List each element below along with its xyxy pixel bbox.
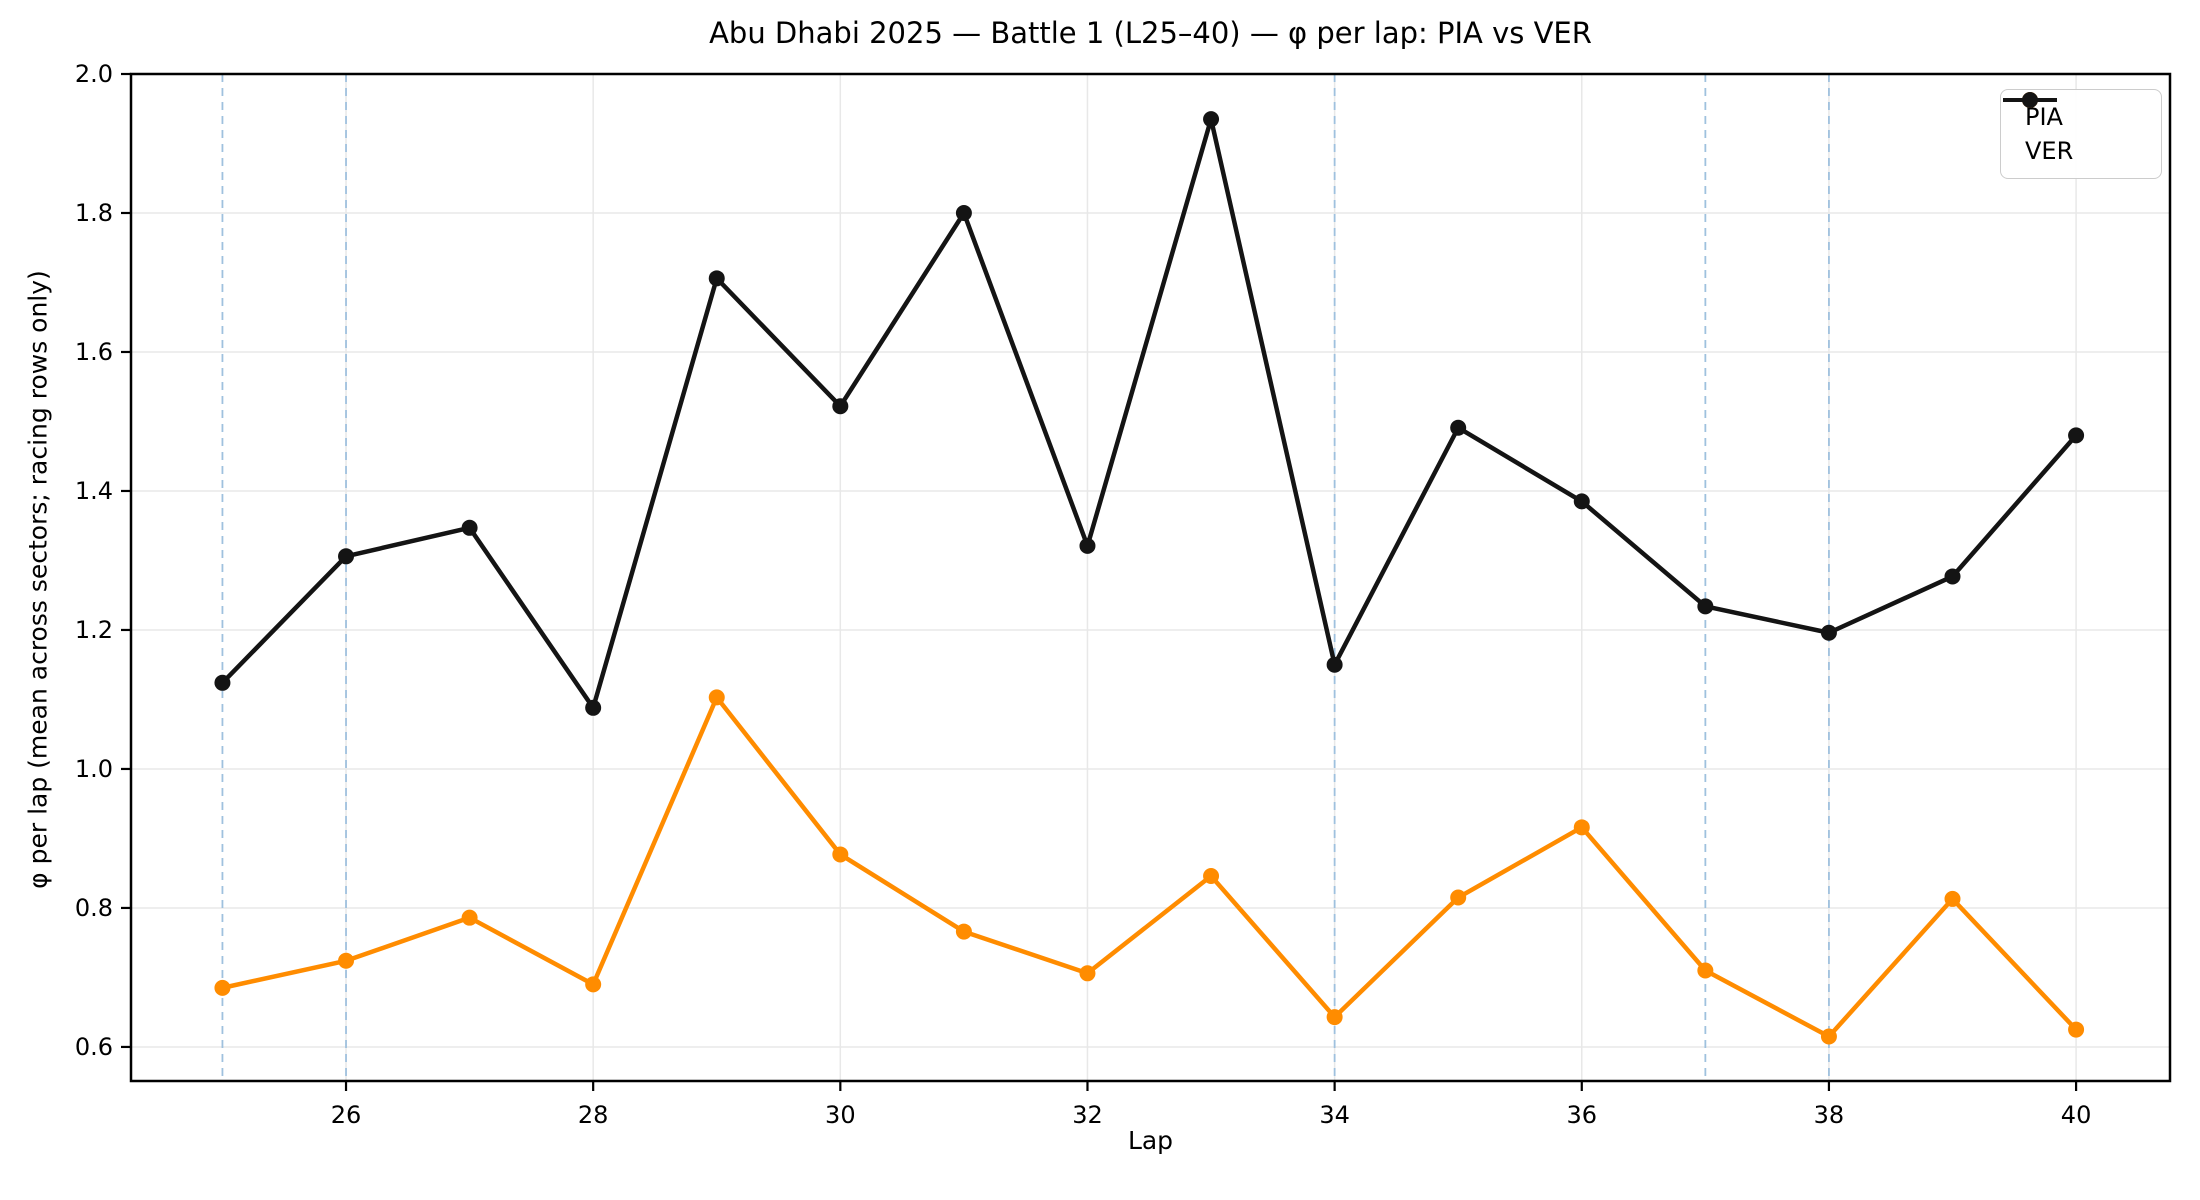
data-point-pia — [955, 923, 972, 940]
data-point-ver — [461, 519, 478, 536]
data-point-pia — [1450, 889, 1467, 906]
data-point-pia — [1697, 962, 1714, 979]
data-point-ver — [1573, 493, 1590, 510]
data-point-ver — [585, 699, 602, 716]
data-point-pia — [708, 689, 725, 706]
x-axis-label: Lap — [1127, 1126, 1174, 1155]
data-point-ver — [832, 398, 849, 415]
y-tick-label: 2.0 — [75, 60, 113, 88]
legend-label-ver: VER — [2025, 137, 2074, 165]
x-tick-label: 40 — [2061, 1101, 2092, 1129]
x-tick-label: 28 — [578, 1101, 609, 1129]
x-tick-label: 36 — [1567, 1101, 1598, 1129]
data-point-pia — [214, 979, 231, 996]
x-tick-label: 38 — [1814, 1101, 1845, 1129]
y-tick-label: 1.6 — [75, 338, 113, 366]
data-point-ver — [1203, 111, 1220, 128]
data-point-ver — [955, 204, 972, 221]
data-point-pia — [1079, 965, 1096, 982]
chart-title: Abu Dhabi 2025 — Battle 1 (L25–40) — φ p… — [709, 16, 1592, 50]
data-point-pia — [1326, 1009, 1343, 1026]
legend: PIA VER — [2000, 89, 2162, 179]
data-point-ver — [708, 270, 725, 287]
data-point-ver — [214, 674, 231, 691]
y-tick-label: 1.2 — [75, 616, 113, 644]
y-tick-label: 1.4 — [75, 477, 113, 505]
data-point-ver — [1326, 656, 1343, 673]
data-point-pia — [1944, 890, 1961, 907]
data-point-ver — [1697, 598, 1714, 615]
data-point-pia — [832, 846, 849, 863]
axes-spines — [129, 72, 2172, 1083]
x-tick-label: 26 — [331, 1101, 362, 1129]
data-point-pia — [1820, 1028, 1837, 1045]
data-point-pia — [2068, 1021, 2085, 1038]
x-tick-label: 30 — [825, 1101, 856, 1129]
ver-line-marker-icon — [2003, 92, 2057, 108]
data-point-ver — [1944, 568, 1961, 585]
y-tick-label: 0.8 — [75, 894, 113, 922]
data-point-ver — [338, 548, 355, 565]
data-point-ver — [2068, 427, 2085, 444]
data-point-ver — [1820, 624, 1837, 641]
x-tick-label: 34 — [1319, 1101, 1350, 1129]
series-line-ver — [220, 116, 2079, 711]
data-point-pia — [1203, 867, 1220, 884]
data-point-pia — [338, 952, 355, 969]
data-point-pia — [1573, 819, 1590, 836]
legend-item-ver: VER — [2003, 92, 2149, 168]
y-tick-label: 0.6 — [75, 1033, 113, 1061]
y-tick-label: 1.8 — [75, 199, 113, 227]
data-point-ver — [1450, 419, 1467, 436]
data-point-pia — [461, 909, 478, 926]
data-point-pia — [585, 976, 602, 993]
series-line-pia — [220, 695, 2079, 1039]
x-tick-label: 32 — [1072, 1101, 1103, 1129]
y-tick-label: 1.0 — [75, 755, 113, 783]
data-point-ver — [1079, 537, 1096, 554]
